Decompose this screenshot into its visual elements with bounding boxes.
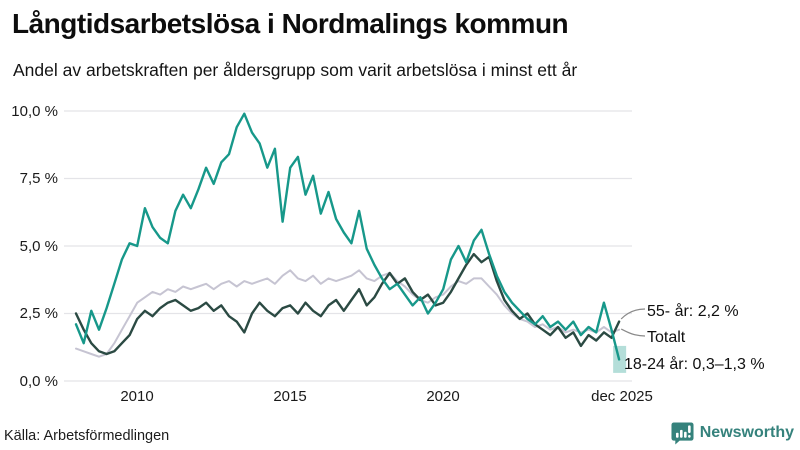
- newsworthy-logo-icon: [671, 422, 694, 445]
- page-title: Långtidsarbetslösa i Nordmalings kommun: [12, 8, 569, 39]
- end-label-55: 55- år: 2,2 %: [647, 303, 739, 320]
- x-tick-label: 2020: [426, 388, 460, 405]
- y-tick-label: 5,0 %: [19, 238, 58, 255]
- page-subtitle: Andel av arbetskraften per åldersgrupp s…: [13, 60, 578, 80]
- y-tick-label: 7,5 %: [19, 170, 58, 187]
- y-tick-label: 2,5 %: [19, 305, 58, 322]
- x-tick-label: 2015: [273, 388, 307, 405]
- x-tick-label: dec 2025: [591, 388, 653, 405]
- newsworthy-brand-name: Newsworthy: [699, 424, 794, 441]
- y-tick-label: 10,0 %: [11, 103, 58, 120]
- source-credit: Källa: Arbetsförmedlingen: [4, 428, 170, 444]
- end-label-18-24: 18-24 år: 0,3–1,3 %: [624, 356, 765, 373]
- x-tick-label: 2010: [120, 388, 154, 405]
- y-tick-label: 0,0 %: [19, 373, 58, 390]
- end-label-totalt: Totalt: [647, 329, 686, 346]
- newsworthy-brand-link[interactable]: Newsworthy: [671, 421, 794, 445]
